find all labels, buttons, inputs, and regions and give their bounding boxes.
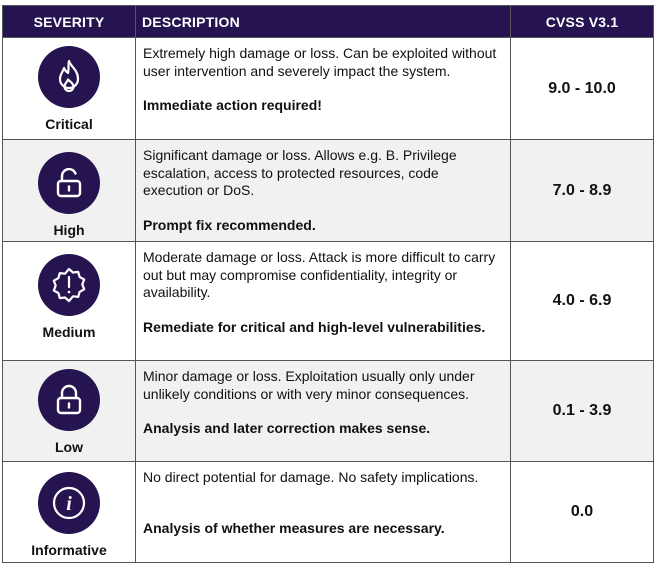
header-description: DESCRIPTION <box>135 5 511 38</box>
table-row: Low Minor damage or loss. Exploitation u… <box>2 360 654 462</box>
table-row: i Informative No direct potential for da… <box>2 461 654 563</box>
severity-cell: Critical <box>2 37 136 140</box>
severity-cell: Low <box>2 360 136 462</box>
recommended-action: Immediate action required! <box>143 97 322 113</box>
recommended-action: Remediate for critical and high-level vu… <box>143 318 486 335</box>
description-text: Minor damage or loss. Exploitation usual… <box>143 368 475 402</box>
description-cell: Moderate damage or loss. Attack is more … <box>135 241 511 361</box>
cvss-range: 7.0 - 8.9 <box>510 139 654 242</box>
table-row: Critical Extremely high damage or loss. … <box>2 37 654 140</box>
severity-cell: High <box>2 139 136 242</box>
table-header-row: SEVERITY DESCRIPTION CVSS V3.1 <box>2 5 654 38</box>
unlocked-padlock-icon <box>38 152 100 214</box>
description-text: Significant damage or loss. Allows e.g. … <box>143 147 457 198</box>
table-row: Medium Moderate damage or loss. Attack i… <box>2 241 654 361</box>
description-cell: Extremely high damage or loss. Can be ex… <box>135 37 511 140</box>
locked-padlock-icon <box>38 369 100 431</box>
severity-cell: i Informative <box>2 461 136 563</box>
description-text: Extremely high damage or loss. Can be ex… <box>143 45 497 79</box>
svg-text:i: i <box>66 493 72 515</box>
severity-label: Informative <box>31 542 107 558</box>
flame-icon <box>38 46 100 108</box>
cvss-range: 9.0 - 10.0 <box>510 37 654 140</box>
recommended-action: Prompt fix recommended. <box>143 216 316 233</box>
cvss-range: 0.1 - 3.9 <box>510 360 654 462</box>
severity-cell: Medium <box>2 241 136 361</box>
severity-table: SEVERITY DESCRIPTION CVSS V3.1 Critical … <box>2 5 654 563</box>
severity-label: High <box>53 222 85 238</box>
severity-label: Low <box>55 439 83 455</box>
description-text: Moderate damage or loss. Attack is more … <box>143 249 496 300</box>
cvss-range: 4.0 - 6.9 <box>510 241 654 361</box>
description-cell: Minor damage or loss. Exploitation usual… <box>135 360 511 462</box>
header-severity: SEVERITY <box>2 5 136 38</box>
info-icon: i <box>38 472 100 534</box>
severity-label: Critical <box>45 116 93 132</box>
description-cell: No direct potential for damage. No safet… <box>135 461 511 563</box>
recommended-action: Analysis and later correction makes sens… <box>143 420 431 436</box>
warning-badge-icon <box>38 254 100 316</box>
description-text: No direct potential for damage. No safet… <box>143 469 479 485</box>
description-cell: Significant damage or loss. Allows e.g. … <box>135 139 511 242</box>
recommended-action: Analysis of whether measures are necessa… <box>143 519 445 536</box>
table-row: High Significant damage or loss. Allows … <box>2 139 654 242</box>
header-cvss: CVSS V3.1 <box>510 5 654 38</box>
severity-label: Medium <box>42 324 96 340</box>
cvss-range: 0.0 <box>510 461 654 563</box>
